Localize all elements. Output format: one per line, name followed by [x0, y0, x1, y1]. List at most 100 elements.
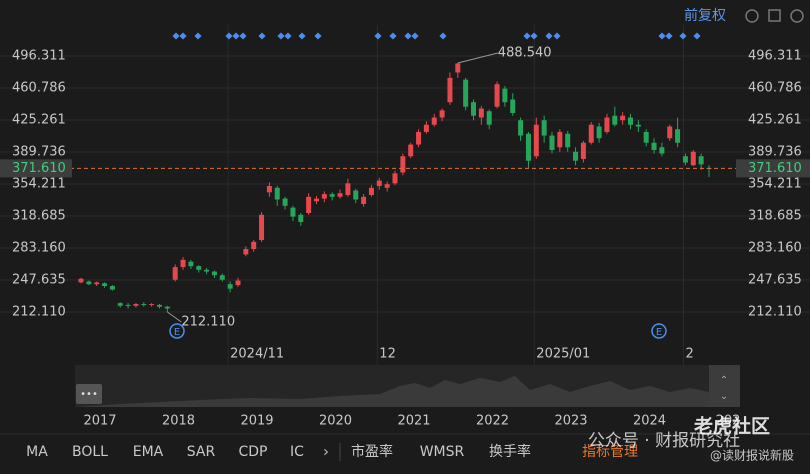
candle-body[interactable]: [188, 261, 194, 267]
event-diamond[interactable]: [239, 32, 247, 40]
candle-body[interactable]: [196, 266, 202, 270]
candle-body[interactable]: [635, 124, 641, 127]
candle-body[interactable]: [518, 120, 524, 136]
candle-body[interactable]: [211, 271, 217, 276]
candle-body[interactable]: [384, 184, 390, 188]
candle-body[interactable]: [235, 280, 241, 286]
candle-body[interactable]: [86, 281, 92, 285]
indicator-tab[interactable]: EMA: [133, 444, 164, 460]
candle-body[interactable]: [557, 131, 563, 148]
candle-body[interactable]: [133, 304, 139, 306]
candle-body[interactable]: [102, 283, 108, 286]
candle-body[interactable]: [337, 193, 343, 197]
candle-body[interactable]: [353, 190, 359, 200]
candle-body[interactable]: [573, 151, 579, 161]
candle-body[interactable]: [227, 284, 233, 289]
indicator-tab[interactable]: SAR: [187, 444, 216, 460]
event-diamond[interactable]: [658, 32, 666, 40]
candle-body[interactable]: [565, 133, 571, 148]
event-diamond[interactable]: [545, 32, 553, 40]
candle-body[interactable]: [392, 173, 398, 184]
event-diamond[interactable]: [523, 32, 531, 40]
event-diamond[interactable]: [179, 32, 187, 40]
candle-body[interactable]: [125, 304, 131, 306]
candle-body[interactable]: [204, 269, 210, 272]
indicator-tab[interactable]: 指标管理: [582, 444, 638, 460]
candle-body[interactable]: [533, 124, 539, 157]
indicator-tab[interactable]: IC: [290, 444, 304, 460]
candle-body[interactable]: [243, 249, 249, 255]
navigator-handle[interactable]: [76, 384, 102, 404]
event-diamond[interactable]: [194, 32, 202, 40]
candle-body[interactable]: [329, 194, 335, 197]
indicator-tab[interactable]: 换手率: [489, 443, 531, 460]
candle-body[interactable]: [180, 259, 186, 268]
event-diamond[interactable]: [665, 32, 673, 40]
candle-body[interactable]: [368, 187, 374, 195]
candle-body[interactable]: [431, 117, 437, 125]
indicator-tab[interactable]: MA: [26, 444, 48, 460]
candle-body[interactable]: [274, 187, 280, 200]
indicator-tab[interactable]: WMSR: [420, 444, 465, 460]
indicator-tab[interactable]: 市盈率: [351, 443, 393, 460]
event-diamond[interactable]: [258, 32, 266, 40]
candle-body[interactable]: [109, 285, 115, 290]
event-diamond[interactable]: [225, 32, 233, 40]
candle-body[interactable]: [172, 267, 178, 280]
candle-body[interactable]: [376, 180, 382, 186]
candle-body[interactable]: [604, 117, 610, 132]
candle-body[interactable]: [525, 133, 531, 161]
candle-body[interactable]: [659, 147, 665, 154]
candle-body[interactable]: [423, 124, 429, 132]
candle-body[interactable]: [682, 156, 688, 163]
candle-body[interactable]: [321, 194, 327, 199]
candle-body[interactable]: [494, 84, 500, 107]
candle-body[interactable]: [361, 196, 367, 205]
event-diamond[interactable]: [232, 32, 240, 40]
candle-body[interactable]: [259, 214, 265, 241]
candle-body[interactable]: [588, 124, 594, 143]
candle-body[interactable]: [251, 241, 257, 250]
candle-body[interactable]: [486, 111, 492, 125]
candle-body[interactable]: [612, 115, 618, 125]
nav-arrow-up[interactable]: ⌃: [720, 375, 728, 386]
candle-body[interactable]: [478, 108, 484, 118]
event-marker[interactable]: [651, 323, 667, 339]
candle-body[interactable]: [282, 198, 288, 206]
candle-body[interactable]: [580, 142, 586, 159]
candle-body[interactable]: [298, 214, 304, 223]
event-diamond[interactable]: [284, 32, 292, 40]
candle-body[interactable]: [463, 79, 469, 107]
candle-body[interactable]: [667, 126, 673, 139]
candle-body[interactable]: [219, 275, 225, 280]
candle-body[interactable]: [416, 131, 422, 145]
candle-body[interactable]: [698, 156, 704, 165]
event-diamond[interactable]: [314, 32, 322, 40]
reset-icon[interactable]: [745, 9, 759, 23]
navigator-window[interactable]: [709, 365, 740, 407]
candle-body[interactable]: [471, 102, 476, 116]
event-diamond[interactable]: [404, 32, 412, 40]
event-diamond[interactable]: [298, 32, 306, 40]
candle-body[interactable]: [117, 303, 123, 306]
candle-body[interactable]: [314, 198, 319, 202]
nav-arrow-down[interactable]: ⌄: [720, 391, 728, 402]
event-diamond[interactable]: [679, 32, 687, 40]
settings-icon[interactable]: [790, 9, 804, 23]
candle-body[interactable]: [620, 115, 626, 121]
event-diamond[interactable]: [411, 32, 419, 40]
candle-body[interactable]: [643, 131, 649, 143]
candle-body[interactable]: [502, 88, 508, 103]
candle-body[interactable]: [345, 183, 351, 195]
candle-body[interactable]: [541, 120, 547, 136]
event-diamond[interactable]: [389, 32, 397, 40]
tab-arrow[interactable]: ›: [323, 443, 329, 461]
candle-body[interactable]: [651, 142, 657, 150]
candle-body[interactable]: [306, 196, 312, 214]
candle-body[interactable]: [447, 77, 453, 103]
candle-body[interactable]: [549, 135, 555, 150]
candle-body[interactable]: [141, 304, 147, 306]
candle-body[interactable]: [78, 278, 84, 283]
event-diamond[interactable]: [374, 32, 382, 40]
indicator-tab[interactable]: CDP: [239, 444, 268, 460]
